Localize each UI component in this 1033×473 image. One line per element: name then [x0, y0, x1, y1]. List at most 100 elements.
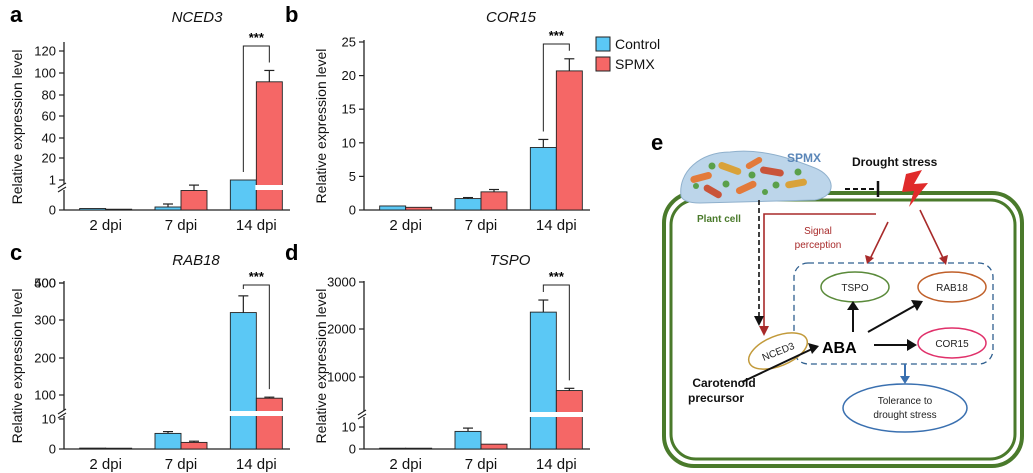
bar-cor15-control-1 [454, 198, 482, 211]
aba-pathway-box [793, 262, 994, 365]
bar-cor15-control-0 [379, 205, 407, 211]
y-tick-label: 120 [34, 44, 56, 59]
y-tick-label: 1000 [327, 370, 356, 385]
bar-rab18-control-2 [229, 312, 257, 450]
bar-break-stripe [255, 411, 284, 416]
legend: Control SPMX [595, 36, 660, 72]
x-tick-label: 2 dpi [389, 217, 422, 234]
bar-cor15-spmx-1 [480, 191, 508, 211]
y-tick-label: 10 [342, 135, 356, 150]
x-tick-label: 2 dpi [89, 456, 122, 473]
y-tick-label: 0 [349, 442, 356, 457]
tolerance-node [842, 383, 968, 433]
x-tick-label: 14 dpi [236, 456, 277, 473]
y-tick-label: 20 [342, 68, 356, 83]
y-tick-label: 20 [42, 151, 56, 166]
carotenoid-label-2: precursor [688, 391, 744, 405]
tspo-label: TSPO [841, 283, 868, 294]
signal-arrow-rab18 [919, 209, 945, 261]
y-tick-label: 10 [342, 420, 356, 435]
bar-break-stripe [529, 412, 558, 417]
signal-arrow-nced3 [763, 213, 876, 330]
axis-break-mark [57, 408, 67, 415]
legend-swatch-spmx [595, 56, 611, 72]
rab18-label: RAB18 [936, 283, 968, 294]
y-axis-label: Relative expression level [9, 289, 25, 444]
y-tick-label: 60 [42, 109, 56, 124]
axis-break-mark [357, 413, 367, 420]
y-axis-label: Relative expression level [313, 289, 329, 444]
x-tick-label: 14 dpi [536, 217, 577, 234]
bar-tspo-spmx-2 [555, 390, 583, 450]
signal-arrow-tspo [869, 221, 889, 260]
spmx-bacteria [690, 156, 807, 199]
y-tick-label: 80 [42, 88, 56, 103]
axis-break-mark [357, 409, 367, 416]
bar-tspo-control-1 [454, 430, 482, 450]
bar-nced3-control-0 [79, 208, 107, 211]
bar-break-stripe [229, 411, 258, 416]
y-tick-label: 0 [49, 203, 56, 218]
legend-swatch-control [595, 36, 611, 52]
y-tick-label: 25 [342, 35, 356, 50]
legend-label-control: Control [615, 36, 660, 52]
chart-rab18: c RAB18 Relative expression level 0 10 100 200… [9, 240, 290, 473]
signal-label-2: perception [795, 240, 842, 251]
bar-nced3-spmx-0 [105, 208, 133, 211]
x-tick-label: 7 dpi [165, 217, 198, 234]
bar-tspo-spmx-1 [480, 443, 508, 450]
chart-title: RAB18 [172, 252, 220, 269]
x-tick-label: 14 dpi [236, 217, 277, 234]
bar-rab18-control-1 [154, 432, 182, 450]
lightning-icon [902, 170, 928, 207]
y-tick-label: 400 [34, 276, 56, 291]
carotenoid-to-aba [741, 348, 813, 383]
x-tick-label: 7 dpi [465, 217, 498, 234]
significance-label: *** [549, 28, 565, 43]
bar-cor15-spmx-2 [555, 70, 583, 211]
y-axis-label: Relative expression level [9, 50, 25, 205]
plant-cell-label: Plant cell [697, 214, 741, 225]
significance-bracket [242, 284, 270, 390]
cor15-node [917, 327, 987, 359]
drought-stress-label: Drought stress [852, 155, 938, 169]
axis-break-gap [60, 410, 68, 416]
y-tick-label: 15 [342, 102, 356, 117]
bar-tspo-control-2 [529, 311, 557, 450]
significance-label: *** [549, 269, 565, 284]
plant-cell-inner-wall [669, 198, 1017, 461]
bar-rab18-spmx-2 [255, 397, 283, 450]
y-tick-label: 5 [349, 169, 356, 184]
y-tick-label: 2000 [327, 322, 356, 337]
tspo-node [820, 271, 890, 303]
diagram-panel: a e Plant cell SPMX Drought [651, 130, 1024, 468]
significance-bracket [542, 284, 570, 381]
aba-label: ABA [822, 340, 857, 357]
cor15-label: COR15 [935, 339, 969, 350]
bar-break-stripe [555, 412, 584, 417]
x-tick-label: 7 dpi [465, 456, 498, 473]
bar-nced3-control-1 [154, 206, 182, 211]
significance-label: *** [249, 269, 265, 284]
tolerance-label-2: drought stress [873, 410, 936, 421]
bar-tspo-control-0 [379, 447, 407, 450]
y-tick-label: 0 [349, 203, 356, 218]
bar-nced3-spmx-2 [255, 81, 283, 211]
x-tick-label: 14 dpi [536, 456, 577, 473]
chart-title: COR15 [486, 9, 537, 26]
panel-letter: d [285, 240, 298, 265]
y-tick-label: 500 [34, 276, 56, 291]
panel-letter: a [10, 2, 23, 27]
rab18-node [917, 271, 987, 303]
y-tick-label: 1 [49, 173, 56, 188]
bar-rab18-spmx-1 [180, 441, 208, 450]
axis-break-mark [57, 186, 67, 193]
axis-break-mark [57, 412, 67, 419]
y-tick-label: 100 [34, 66, 56, 81]
panel-letter: b [285, 2, 298, 27]
plant-cell-outer-wall [662, 191, 1024, 468]
bar-break-stripe [255, 185, 284, 190]
y-tick-label: 40 [42, 131, 56, 146]
